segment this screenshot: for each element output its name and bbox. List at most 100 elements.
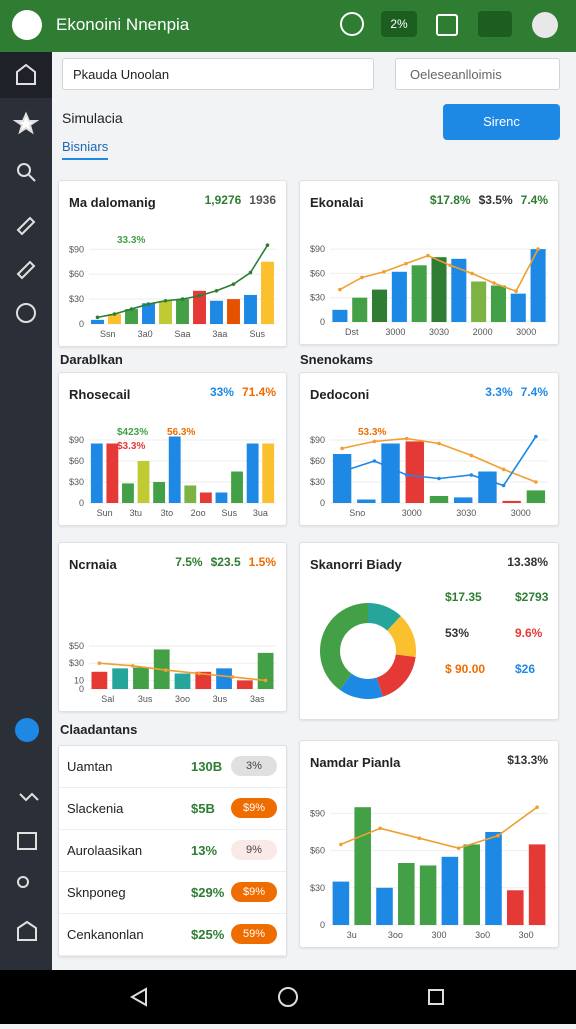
line-point	[130, 663, 135, 668]
bar	[502, 500, 521, 503]
badge[interactable]: 2%	[381, 11, 417, 37]
avatar[interactable]	[532, 12, 558, 38]
line-point	[97, 661, 102, 665]
x-tick-label: Dst	[345, 327, 359, 337]
bar	[507, 890, 524, 925]
bar	[195, 671, 212, 689]
tag-icon[interactable]	[16, 260, 36, 280]
star-icon[interactable]	[12, 111, 40, 135]
donut-slice	[368, 603, 401, 631]
line-point	[437, 476, 441, 481]
bar	[411, 265, 427, 322]
bar	[246, 443, 259, 503]
card-stats: 33% 71.4%	[210, 385, 276, 399]
home-button[interactable]	[278, 987, 298, 1007]
x-tick-label: 300	[431, 930, 446, 940]
bar	[261, 261, 274, 324]
select[interactable]: Oeleseanlloimis	[395, 58, 560, 90]
legend-item: $2793	[515, 590, 549, 604]
card-title: Rhosecail	[69, 387, 131, 402]
clock-icon[interactable]	[16, 303, 36, 323]
line-point	[469, 473, 474, 477]
stat: 7.4%	[520, 385, 548, 399]
annotation: 33.3%	[117, 235, 145, 246]
bar	[231, 471, 243, 503]
bar	[526, 490, 546, 503]
row-chip: $9%	[231, 882, 277, 902]
donut-slice	[339, 673, 383, 699]
list-card: Uamtan 130B 3% Slackenia $5B $9% Aurolaasikan 1…	[58, 745, 287, 957]
line-point	[534, 480, 538, 484]
chart-card: Ekonalai $17.8% $3.5% 7.4% 0 $30 $60 $90 Dst 3000…	[299, 180, 559, 345]
line-point	[417, 836, 422, 840]
sidebar-icons	[0, 52, 52, 941]
x-tick-label: 2oo	[191, 508, 206, 518]
recent-button[interactable]	[428, 989, 444, 1005]
chart: 010 $30 $50 Sal 3us 3oo 3us 3as	[69, 641, 276, 704]
bar	[122, 483, 134, 503]
y-tick-label: $30	[310, 293, 325, 303]
legend-item: 53%	[445, 626, 469, 640]
fab[interactable]	[15, 718, 39, 742]
bar	[215, 492, 228, 503]
bar	[332, 454, 352, 503]
y-tick-label: $30	[69, 658, 84, 668]
action-button[interactable]: Sirenc	[443, 104, 560, 140]
bank-icon[interactable]	[17, 920, 37, 941]
bar	[106, 443, 119, 503]
stat: $23.5	[210, 555, 241, 569]
table-icon[interactable]	[17, 832, 37, 850]
x-tick-label: 3o0	[475, 930, 490, 940]
annotation: 56.3%	[167, 427, 195, 438]
card-title: Ncrnaia	[69, 557, 117, 572]
row-name: Sknponeg	[67, 885, 126, 900]
bar	[193, 290, 206, 324]
line-point	[536, 247, 540, 251]
legend-item: $26	[515, 662, 535, 676]
grid-icon[interactable]	[436, 14, 458, 36]
line-point	[129, 307, 134, 311]
bar	[431, 257, 447, 322]
bar	[429, 496, 449, 503]
active-item[interactable]	[0, 52, 52, 98]
x-tick-label: Sus	[250, 329, 266, 339]
y-tick-label: $90	[69, 435, 84, 445]
line-point	[248, 270, 253, 275]
y-tick-label: $60	[310, 456, 325, 466]
chart: $17.35 $2793 53% 9.6% $ 90.00 $26	[320, 590, 549, 699]
tab[interactable]: Bisniars	[62, 139, 109, 160]
bar	[108, 314, 121, 324]
line-point	[437, 441, 441, 446]
stat: $13.3%	[507, 753, 548, 767]
chat-icon[interactable]	[478, 11, 512, 37]
chart-icon[interactable]	[19, 792, 39, 802]
section-label: Snenokams	[300, 352, 373, 367]
line-point	[492, 281, 496, 285]
line-point	[404, 436, 409, 441]
chart-card: Namdar Pianla $13.3% 0 $30 $60 $90 3u 3oo 300 3o0…	[299, 740, 559, 948]
notify-icon[interactable]	[340, 12, 364, 36]
home-icon[interactable]	[16, 63, 36, 85]
y-tick-label: 0	[79, 319, 84, 329]
line-point	[230, 675, 235, 679]
y-tick-label: $90	[69, 244, 84, 254]
users-icon[interactable]	[17, 876, 29, 888]
nav-bar	[0, 970, 576, 1024]
row-name: Uamtan	[67, 759, 113, 774]
edit-icon[interactable]	[16, 216, 36, 236]
y-tick-label: 0	[320, 920, 325, 930]
row-value: $29%	[191, 885, 225, 900]
search-input[interactable]: Pkauda Unoolan	[62, 58, 374, 90]
search-icon[interactable]	[17, 163, 31, 177]
x-tick-label: 3ua	[253, 508, 268, 518]
bar	[391, 271, 407, 322]
bar	[372, 289, 388, 322]
back-button[interactable]	[129, 987, 147, 1007]
y-tick-label: $90	[310, 435, 325, 445]
app-title: Ekonoini Nnenpia	[56, 15, 190, 34]
bar	[354, 807, 371, 925]
line-point	[469, 453, 474, 458]
line-point	[163, 298, 168, 303]
line-point	[514, 289, 518, 294]
line-point	[534, 434, 538, 439]
